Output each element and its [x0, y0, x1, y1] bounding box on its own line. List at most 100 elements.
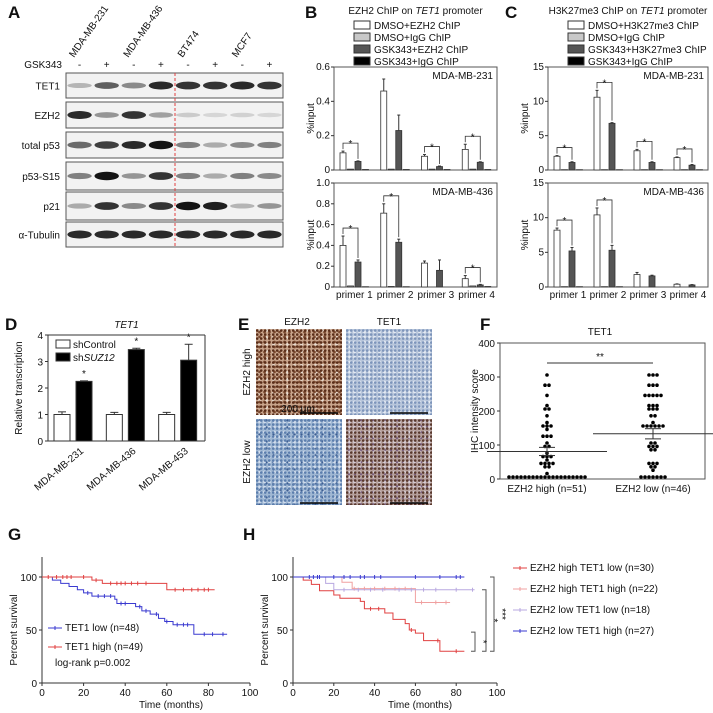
bar — [688, 164, 696, 171]
significance-marker: * — [349, 224, 353, 235]
legend-swatch — [353, 32, 371, 42]
bar — [553, 155, 561, 171]
y-axis-label: %input — [520, 219, 531, 250]
data-point — [655, 461, 659, 466]
blot-band — [175, 81, 201, 90]
data-point — [523, 475, 527, 479]
blot-band — [121, 141, 147, 149]
blot-band — [202, 81, 228, 90]
data-point — [543, 407, 547, 411]
significance-marker: * — [349, 139, 353, 150]
bar — [127, 349, 145, 442]
data-point — [549, 424, 553, 428]
bar — [553, 229, 561, 288]
data-point — [545, 434, 549, 439]
x-tick-label: 60 — [161, 688, 173, 699]
data-point — [545, 393, 549, 398]
scale-bar-label: 200 μm — [281, 404, 315, 415]
plot-frame — [333, 182, 498, 288]
data-point — [659, 393, 663, 398]
panel-label-g: G — [8, 525, 21, 544]
legend-label: EZH2 high TET1 high (n=22) — [530, 584, 658, 595]
data-point — [545, 458, 549, 462]
bar — [354, 161, 362, 171]
data-point — [563, 475, 567, 479]
y-tick-label: 300 — [478, 373, 495, 384]
bar — [402, 169, 410, 171]
y-tick-label: 0 — [324, 165, 330, 176]
panel-label-e: E — [238, 315, 249, 334]
bar — [568, 250, 576, 288]
y-tick-label: 1.0 — [316, 178, 330, 189]
y-tick-label: 0 — [37, 437, 43, 448]
blot-band — [230, 203, 255, 209]
data-point — [575, 475, 579, 479]
legend-label: GSK343+IgG ChIP — [374, 57, 459, 68]
data-point — [531, 475, 535, 479]
cell-line-label: MCF7 — [230, 31, 255, 60]
treatment-sign: - — [78, 60, 81, 71]
bar — [593, 214, 601, 288]
blot-band — [94, 82, 119, 89]
bar — [436, 269, 443, 288]
data-point — [651, 461, 655, 466]
significance-bracket — [676, 148, 693, 163]
legend-label-prefix: shControl — [73, 340, 116, 351]
data-point — [647, 475, 651, 479]
legend-label: DMSO+EZH2 ChIP — [374, 21, 461, 32]
ihc-row-label: EZH2 low — [242, 440, 253, 484]
x-tick-label: primer 3 — [418, 290, 455, 301]
data-point — [547, 383, 551, 388]
blot-row-label: p53-S15 — [22, 172, 60, 183]
significance-bracket — [636, 141, 653, 160]
significance-marker: * — [82, 369, 86, 380]
data-point — [539, 475, 543, 479]
bar — [633, 150, 641, 171]
significance-marker: * — [471, 132, 475, 143]
data-point — [545, 403, 549, 408]
x-tick-label: 20 — [78, 688, 90, 699]
y-tick-label: 2 — [37, 384, 43, 395]
x-tick-label: MDA-MB-436 — [85, 446, 139, 494]
data-point — [653, 465, 657, 469]
significance-marker: * — [389, 192, 393, 203]
data-point — [515, 475, 519, 479]
data-point — [543, 383, 547, 388]
blot-band — [67, 203, 92, 209]
data-point — [545, 441, 549, 445]
data-point — [661, 424, 665, 428]
bar — [421, 262, 428, 288]
data-point — [647, 373, 651, 377]
blot-band — [175, 112, 201, 118]
significance-marker: * — [471, 264, 475, 275]
legend-label-prefix: sh — [73, 353, 84, 364]
data-point — [559, 475, 563, 479]
bar — [476, 284, 484, 288]
x-tick-label: primer 4 — [670, 290, 707, 301]
blot-band — [148, 81, 174, 90]
bar — [75, 380, 93, 442]
blot-band — [230, 172, 255, 180]
data-point — [551, 461, 555, 466]
data-point — [655, 444, 659, 449]
significance-marker: * — [563, 144, 567, 155]
bar — [568, 162, 576, 171]
significance-bracket — [556, 147, 573, 160]
blot-row-label: TET1 — [36, 82, 61, 93]
bar — [469, 168, 477, 171]
chart-title: EZH2 ChIP on TET1 promoter — [348, 6, 483, 17]
blot-band — [230, 112, 255, 118]
data-point — [663, 475, 667, 479]
y-tick-label: 0.4 — [316, 96, 330, 107]
bar — [362, 169, 369, 171]
y-tick-label: 5 — [538, 131, 544, 142]
blot-band — [148, 112, 174, 118]
y-tick-label: 100 — [478, 441, 495, 452]
legend-label: GSK343+EZH2 ChIP — [374, 45, 469, 56]
legend-label-gene: SUZ12 — [84, 353, 116, 364]
blot-row-label: p21 — [43, 202, 60, 213]
legend-swatch — [567, 56, 585, 66]
x-tick-label: 80 — [451, 688, 463, 699]
legend-label: GSK343+IgG ChIP — [588, 57, 673, 68]
